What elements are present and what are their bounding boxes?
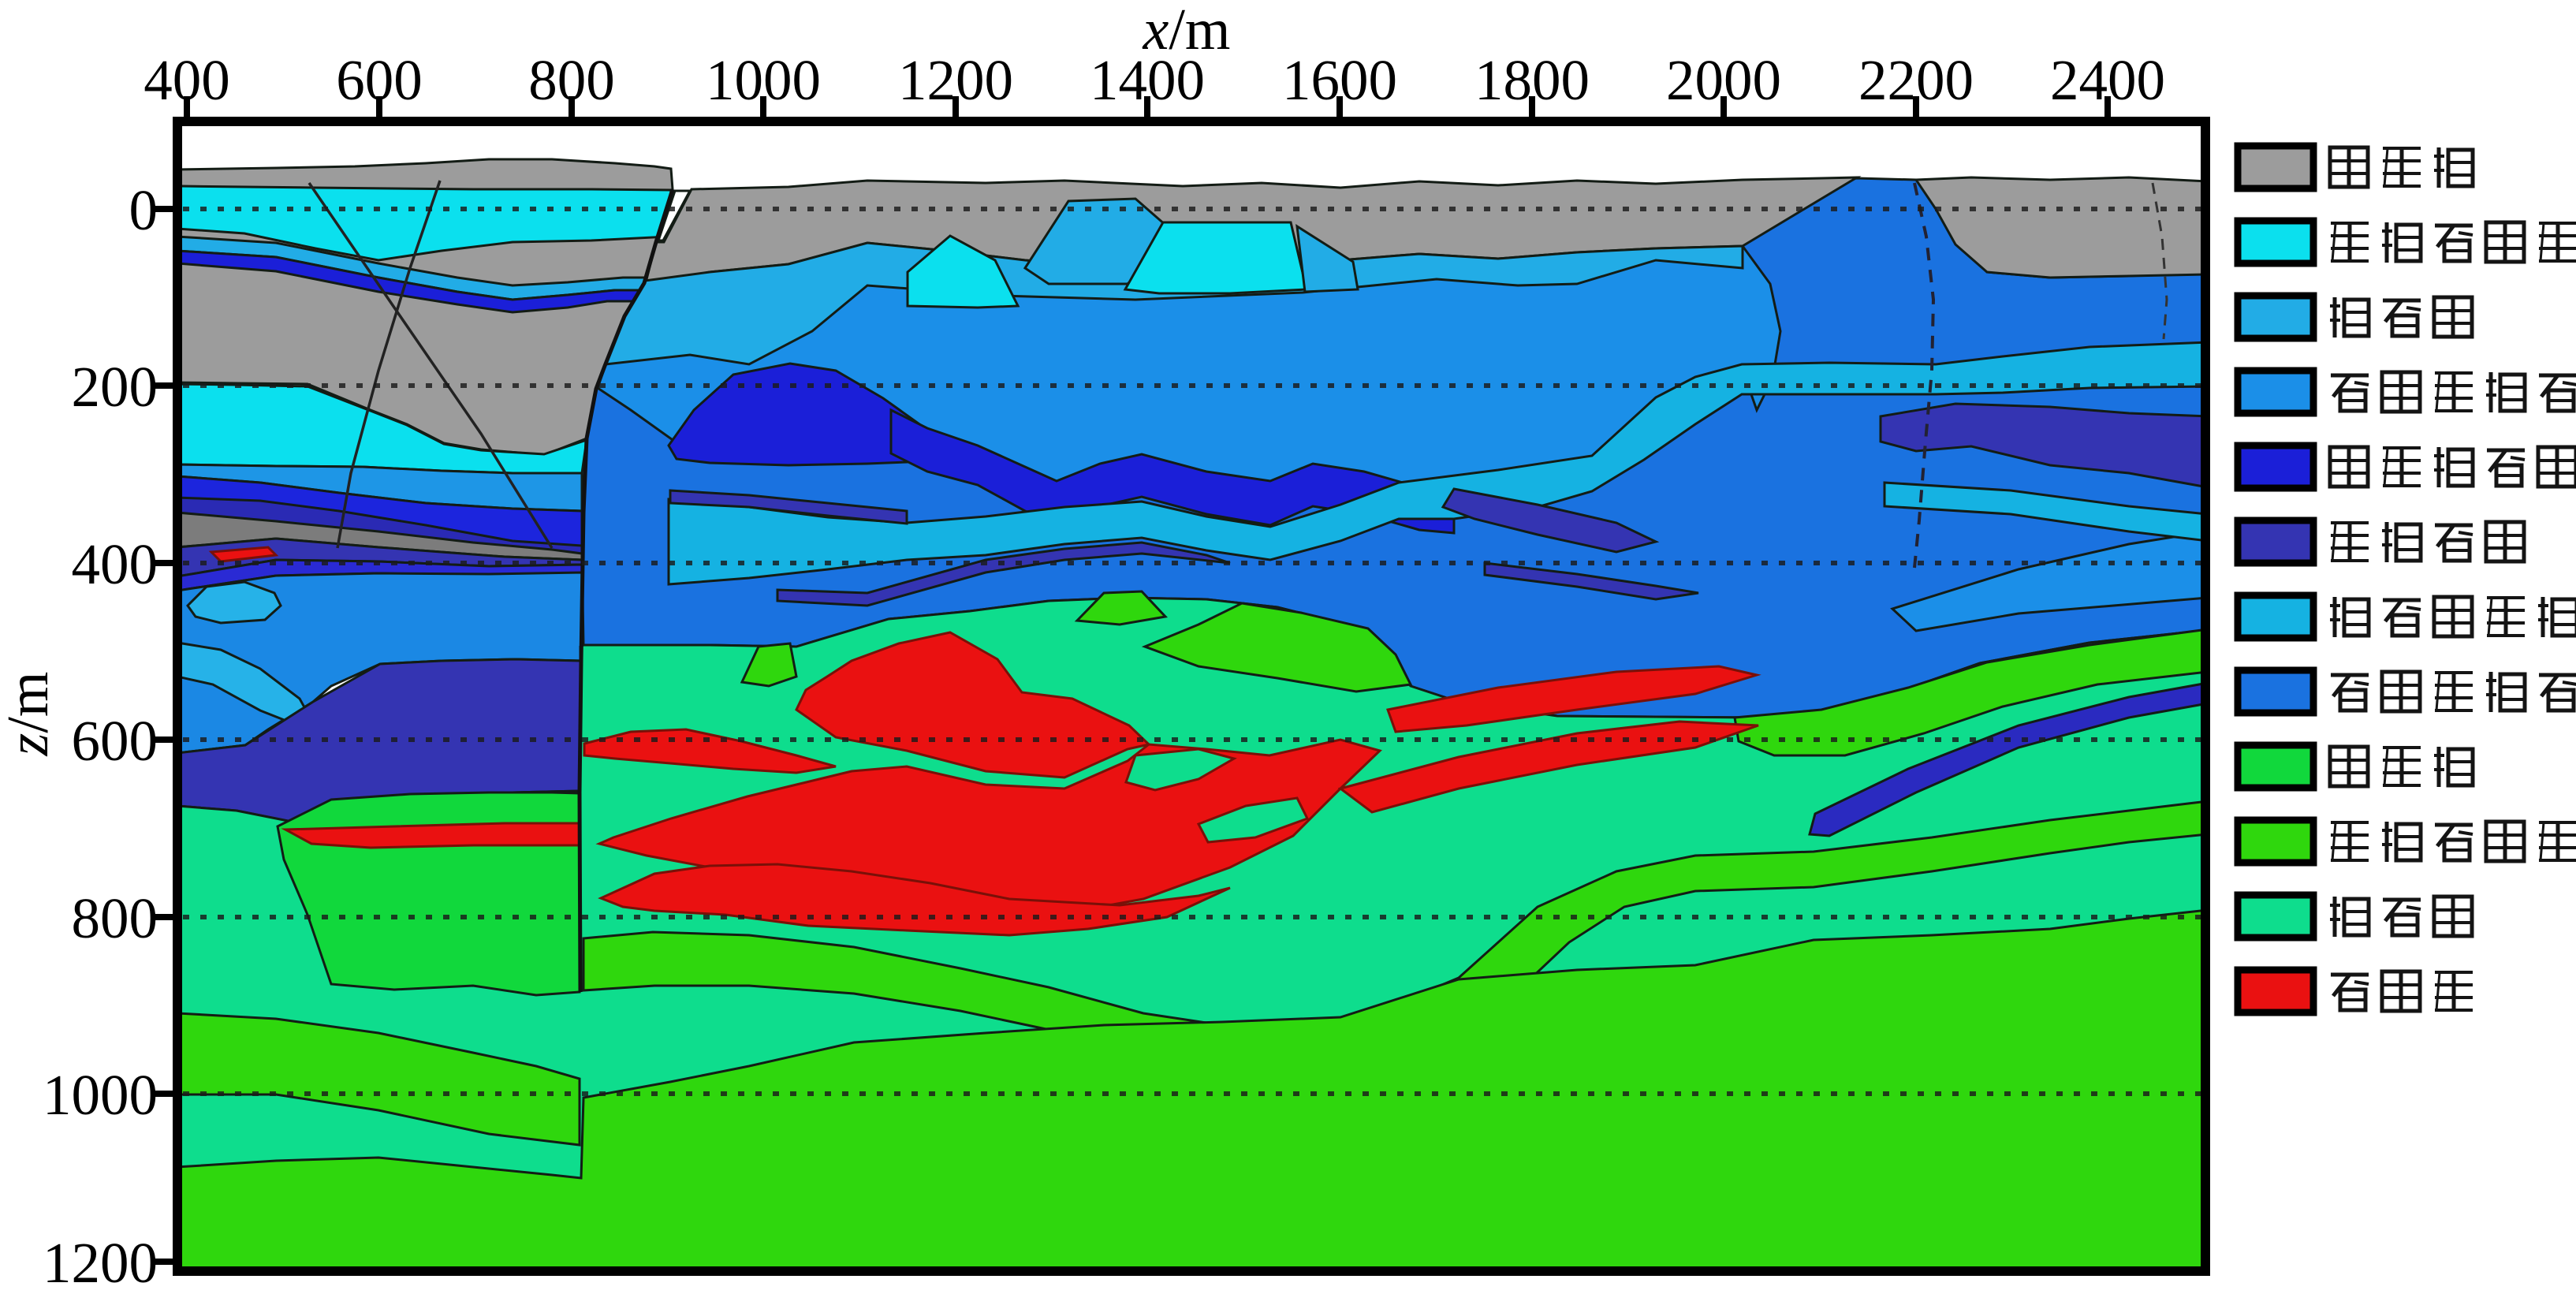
svg-text:400: 400 xyxy=(144,48,230,112)
svg-text:400: 400 xyxy=(72,532,158,596)
svg-text:800: 800 xyxy=(528,48,615,112)
svg-text:600: 600 xyxy=(72,709,158,773)
svg-text:1200: 1200 xyxy=(43,1231,158,1294)
svg-text:2000: 2000 xyxy=(1666,48,1781,112)
svg-text:200: 200 xyxy=(72,355,158,419)
svg-text:z/m: z/m xyxy=(0,672,61,757)
svg-text:1200: 1200 xyxy=(898,48,1013,112)
svg-text:2200: 2200 xyxy=(1858,48,1974,112)
svg-text:1000: 1000 xyxy=(43,1063,158,1127)
svg-text:1000: 1000 xyxy=(706,48,821,112)
svg-text:1400: 1400 xyxy=(1090,48,1205,112)
svg-text:600: 600 xyxy=(336,48,423,112)
svg-text:800: 800 xyxy=(72,886,158,950)
svg-text:x/m: x/m xyxy=(1143,0,1231,62)
svg-text:2400: 2400 xyxy=(2050,48,2165,112)
svg-text:0: 0 xyxy=(129,178,158,242)
svg-text:1600: 1600 xyxy=(1282,48,1397,112)
svg-text:1800: 1800 xyxy=(1474,48,1590,112)
